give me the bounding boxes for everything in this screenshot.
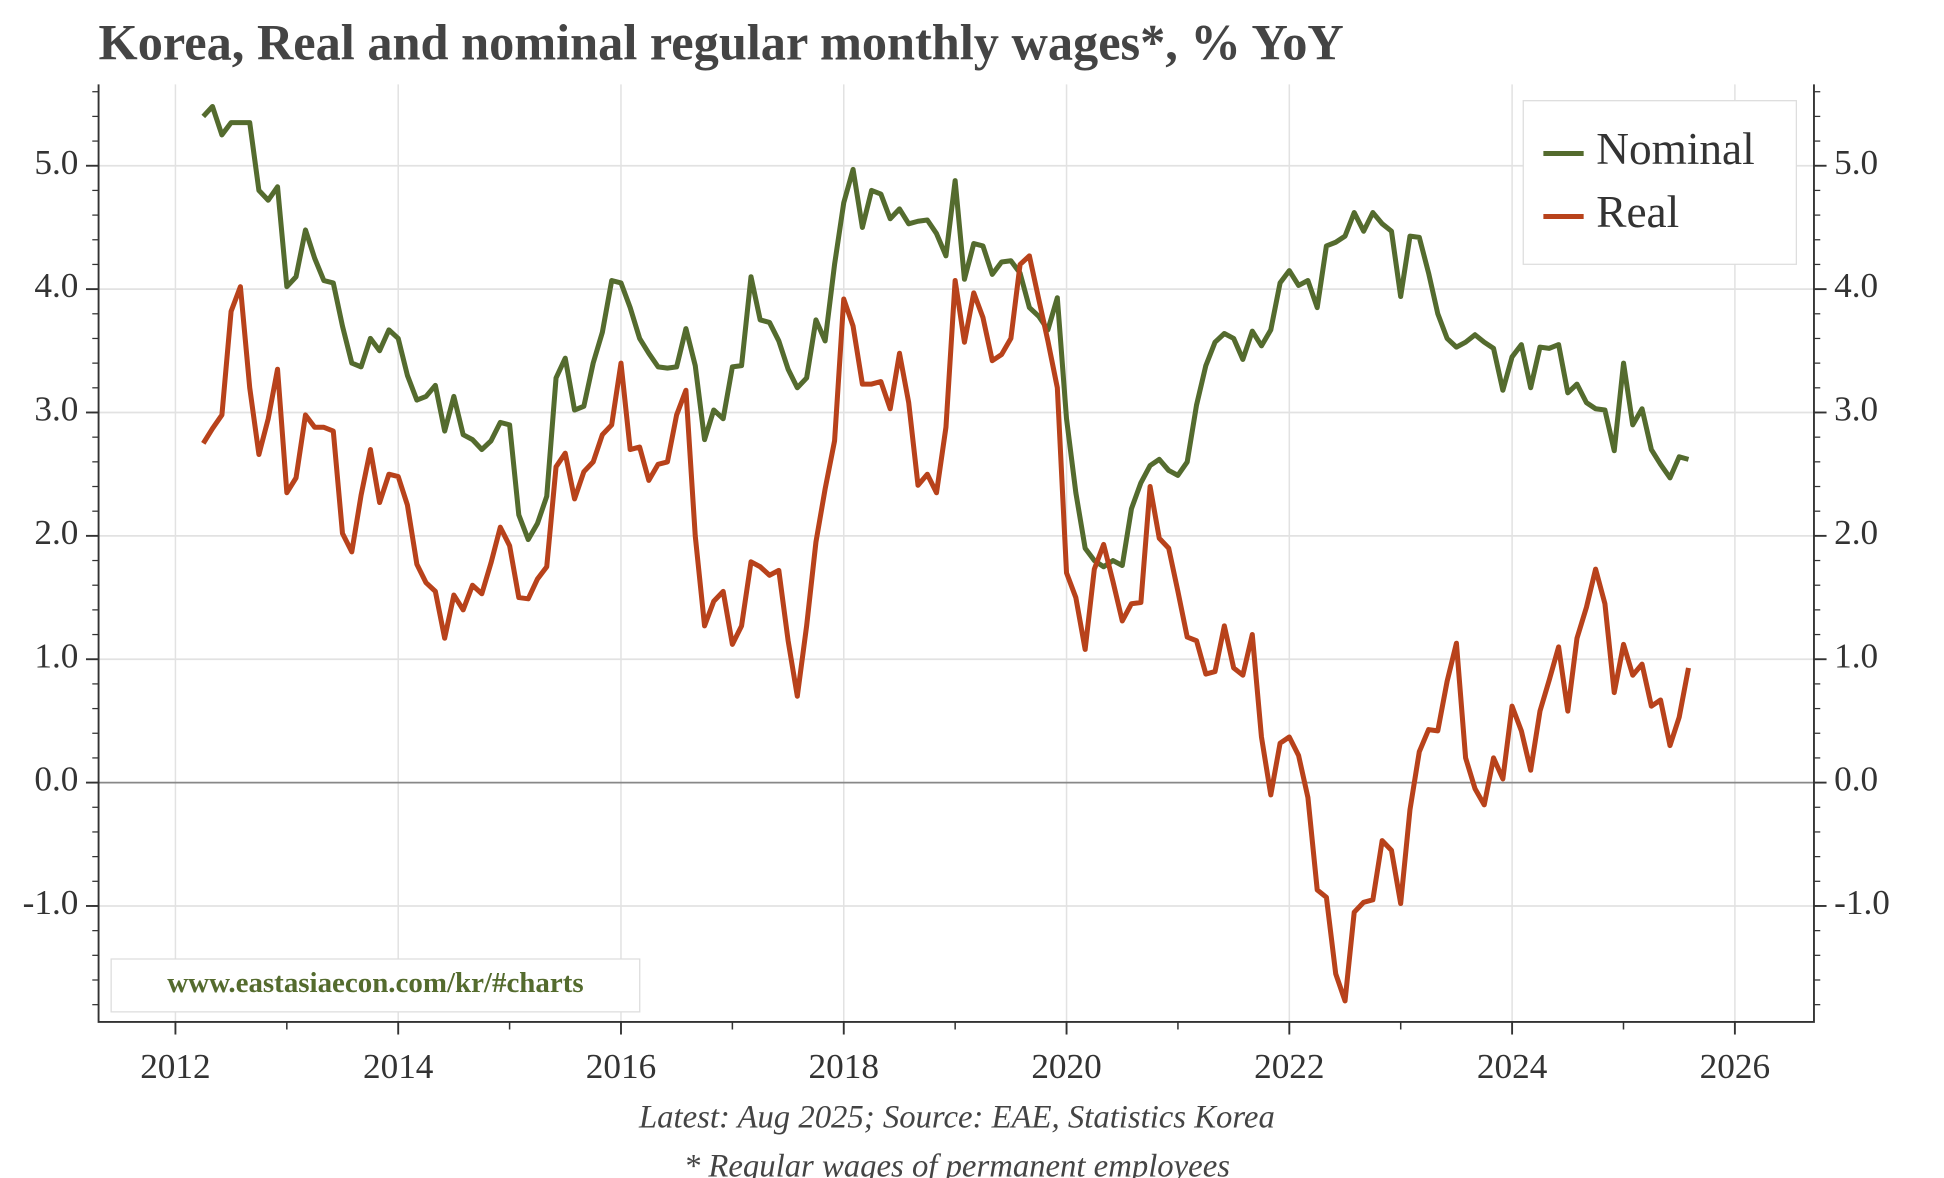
y2-tick-label: 0.0 (1834, 760, 1878, 799)
y2-tick-label: 3.0 (1834, 390, 1878, 429)
legend-label: Nominal (1596, 124, 1755, 174)
chart-title: Korea, Real and nominal regular monthly … (99, 14, 1344, 70)
x-tick-label: 2020 (1031, 1047, 1101, 1086)
y-tick-label: -1.0 (23, 883, 79, 922)
x-tick-label: 2024 (1477, 1047, 1548, 1086)
y2-tick-label: 1.0 (1834, 636, 1878, 675)
y-tick-label: 3.0 (34, 390, 78, 429)
legend-label: Real (1596, 187, 1679, 237)
source: Latest: Aug 2025; Source: EAE, Statistic… (638, 1100, 1275, 1136)
legend-box (1522, 100, 1797, 265)
data-line (201, 103, 1690, 570)
x-tick-label: 2016 (586, 1047, 656, 1086)
watermark-box (110, 958, 641, 1013)
y-tick-label: 0.0 (34, 760, 78, 799)
y-tick-label: 4.0 (34, 266, 78, 305)
x-tick-label: 2014 (363, 1047, 434, 1086)
axes-frame (97, 84, 1815, 1023)
y2-tick-label: 4.0 (1834, 266, 1878, 305)
y2-tick-label: 2.0 (1834, 513, 1878, 552)
y2-tick-label: -1.0 (1834, 883, 1890, 922)
data-line (201, 253, 1691, 1004)
x-tick-label: 2018 (809, 1047, 879, 1086)
y-tick-label: 5.0 (34, 143, 78, 182)
y-tick-label: 2.0 (34, 513, 78, 552)
watermark: www.eastasiaecon.com/kr/#charts (167, 967, 583, 999)
y-tick-label: 1.0 (34, 636, 78, 675)
x-tick-label: 2022 (1254, 1047, 1324, 1086)
y2-tick-label: 5.0 (1834, 143, 1878, 182)
x-tick-label: 2026 (1700, 1047, 1770, 1086)
note: * Regular wages of permanent employees (684, 1149, 1230, 1178)
x-tick-label: 2012 (140, 1047, 210, 1086)
